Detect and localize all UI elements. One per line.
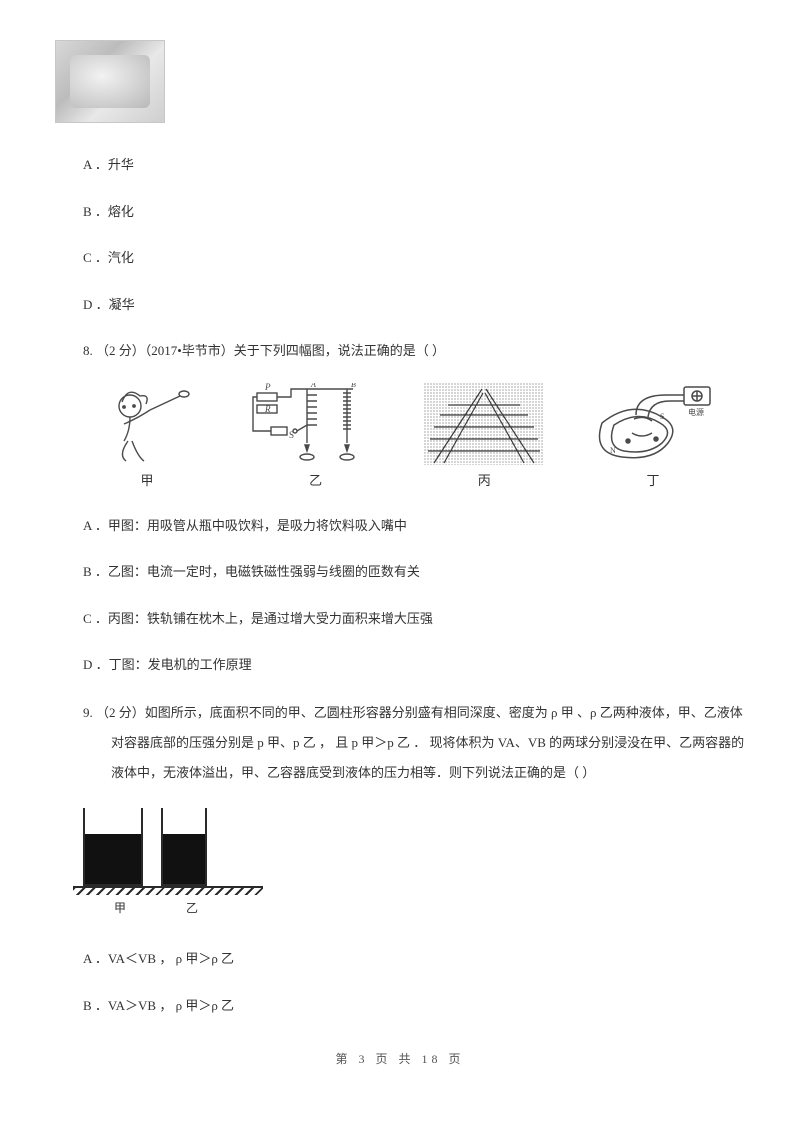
svg-text:N: N — [610, 446, 616, 455]
q7-option-a: A ．升华 — [55, 151, 745, 180]
q9-option-a: A ．VA＜VB ， ρ 甲＞ρ 乙 — [55, 945, 745, 974]
q8-figure-row: 甲 P R S A B — [55, 374, 745, 500]
q8-fig-d: 电源 N S 丁 — [583, 382, 723, 496]
q9-option-b: B ．VA＞VB ， ρ 甲＞ρ 乙 — [55, 992, 745, 1021]
q8-fig-c: 丙 — [414, 382, 554, 496]
q8-fig-b-caption: 乙 — [246, 467, 386, 496]
q8-option-b: B ．乙图：电流一定时，电磁铁磁性强弱与线圈的匝数有关 — [55, 558, 745, 587]
q9-beaker-a-label: 甲 — [93, 895, 147, 921]
q8-fig-d-caption: 丁 — [583, 467, 723, 496]
q9-figure-floor — [73, 886, 263, 895]
svg-text:A: A — [310, 383, 316, 389]
q7-option-d: D ．凝华 — [55, 291, 745, 320]
q7-option-b: B ．熔化 — [55, 198, 745, 227]
q8-option-d: D ．丁图：发电机的工作原理 — [55, 651, 745, 680]
q8-fig-c-caption: 丙 — [414, 467, 554, 496]
svg-text:电源: 电源 — [688, 407, 704, 417]
q7-image-ice-sculpture — [55, 40, 165, 123]
svg-text:S: S — [660, 412, 664, 421]
q9-figure-labels: 甲 乙 — [55, 895, 745, 921]
q8-stem: 8. （2 分）（2017•毕节市）关于下列四幅图，说法正确的是（ ） — [55, 337, 745, 366]
q9-beaker-b-label: 乙 — [165, 895, 219, 921]
q8-fig-a-caption: 甲 — [77, 467, 217, 496]
svg-text:P: P — [264, 383, 271, 392]
q7-option-c: C ．汽化 — [55, 244, 745, 273]
page-footer: 第 3 页 共 18 页 — [55, 1046, 745, 1072]
q9-figure — [55, 798, 745, 886]
q8-option-a: A ．甲图：用吸管从瓶中吸饮料，是吸力将饮料吸入嘴中 — [55, 512, 745, 541]
q8-fig-a: 甲 — [77, 382, 217, 496]
q9-stem: 9. （2 分）如图所示，底面积不同的甲、乙圆柱形容器分别盛有相同深度、密度为 … — [83, 698, 745, 788]
q8-option-c: C ．丙图：铁轨铺在枕木上，是通过增大受力面积来增大压强 — [55, 605, 745, 634]
svg-text:B: B — [351, 383, 356, 389]
q8-fig-b: P R S A B 乙 — [246, 382, 386, 496]
